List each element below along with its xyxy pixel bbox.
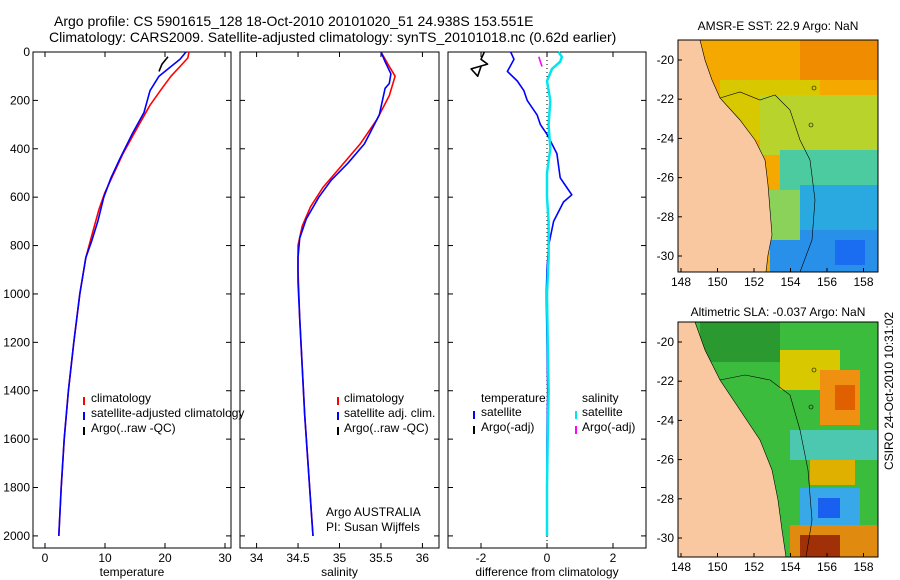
y-tick-label: 400 <box>10 142 30 156</box>
y-tick-label: 600 <box>10 190 30 204</box>
map-y-tick-label: -24 <box>657 131 675 145</box>
x-tick-label: 0 <box>544 551 551 565</box>
profile-panel-2: 34 34.5 35 35.5 36 salinity <box>239 51 440 579</box>
x-tick-label: 35.5 <box>369 551 393 565</box>
map-y-tick-label: -26 <box>657 171 675 185</box>
map-y-tick-label: -20 <box>657 53 675 67</box>
legend-sal-satellite: satellite <box>582 405 623 419</box>
sst-map-title: AMSR-E SST: 22.9 Argo: NaN <box>698 19 859 33</box>
legend-satellite-adj-clim: satellite adj. clim. <box>344 406 435 420</box>
sla-map <box>677 321 879 558</box>
map-x-tick-label: 148 <box>671 275 691 289</box>
legend-climatology: climatology <box>91 391 151 405</box>
series-line-salinity-argo-adj- <box>538 56 543 67</box>
legend-satellite-adjusted: satellite-adjusted climatology <box>91 406 244 420</box>
map-axes-1: 148 150 152 154 156 158 -20 -22 -24 -26 -28 -30 <box>657 53 874 289</box>
x-axis-label: temperature <box>100 565 165 579</box>
y-tick-label: 200 <box>10 93 30 107</box>
series-line-salinity-satellite <box>545 51 564 536</box>
map-x-tick-label: 150 <box>707 275 727 289</box>
series-line-temperature-argo-adj- <box>470 51 489 77</box>
x-tick-label: 2 <box>610 551 617 565</box>
series-line-temperature-satellite <box>506 51 573 536</box>
x-tick-label: 0 <box>42 551 49 565</box>
map-y-tick-label: -22 <box>657 374 675 388</box>
float-owner: Argo AUSTRALIA <box>326 505 421 519</box>
x-axis-label: difference from climatology <box>475 565 618 579</box>
map-y-tick-label: -30 <box>657 531 675 545</box>
map-y-tick-label: -20 <box>657 335 675 349</box>
map-x-tick-label: 156 <box>817 560 837 574</box>
legend-argo: Argo(..raw -QC) <box>344 421 429 435</box>
map-x-tick-label: 150 <box>707 560 727 574</box>
map-x-tick-label: 158 <box>853 560 873 574</box>
x-axis-label: salinity <box>321 565 358 579</box>
y-tick-label: 0 <box>23 45 30 59</box>
pi-name: PI: Susan Wijffels <box>326 520 420 534</box>
map-y-tick-label: -30 <box>657 249 675 263</box>
y-tick-label: 1000 <box>3 287 30 301</box>
map-y-tick-label: -24 <box>657 413 675 427</box>
map-x-tick-label: 152 <box>744 560 764 574</box>
legend-temp-argo: Argo(-adj) <box>481 420 534 434</box>
series-line-satellite-adj-clim- <box>297 51 392 536</box>
figure-title-line2: Climatology: CARS2009. Satellite-adjuste… <box>49 29 617 45</box>
map-x-tick-label: 154 <box>780 275 800 289</box>
legend-sal-header: salinity <box>582 391 619 405</box>
map-y-tick-label: -26 <box>657 453 675 467</box>
series-line-argo-raw-qc- <box>158 56 169 72</box>
y-tick-label: 800 <box>10 239 30 253</box>
y-tick-label: 2000 <box>3 529 30 543</box>
axes-frame <box>239 51 440 549</box>
x-tick-label: 34 <box>250 551 264 565</box>
sla-map-title: Altimetric SLA: -0.037 Argo: NaN <box>691 305 866 319</box>
x-tick-label: 35 <box>333 551 347 565</box>
legend-temp-satellite: satellite <box>481 405 522 419</box>
sst-map <box>677 39 879 273</box>
y-tick-label: 1800 <box>3 481 30 495</box>
series-line-climatology <box>297 51 396 536</box>
map-x-tick-label: 158 <box>853 275 873 289</box>
map-y-tick-label: -22 <box>657 92 675 106</box>
axes-frame <box>32 51 232 549</box>
figure-title-line1: Argo profile: CS 5901615_128 18-Oct-2010… <box>54 13 534 29</box>
legend-swatches <box>83 397 577 435</box>
legend-climatology: climatology <box>344 391 404 405</box>
x-tick-label: -2 <box>476 551 487 565</box>
timestamp-stamp: CSIRO 24-Oct-2010 10:31:02 <box>882 312 896 470</box>
y-tick-label: 1400 <box>3 384 30 398</box>
x-tick-label: 36 <box>416 551 430 565</box>
map-axes-2: 148 150 152 154 156 158 -20 -22 -24 -26 -28 -30 <box>657 335 874 574</box>
map-y-tick-label: -28 <box>657 492 675 506</box>
series-line-climatology <box>58 51 190 536</box>
legend-temp-header: temperature <box>481 391 546 405</box>
map-x-tick-label: 152 <box>744 275 764 289</box>
y-tick-label: 1600 <box>3 432 30 446</box>
legend-sal-argo: Argo(-adj) <box>582 420 635 434</box>
x-tick-label: 20 <box>158 551 172 565</box>
profile-panel-1: 0 10 20 30 0 200 400 600 800 1000 1200 1400 1600 1800… <box>3 45 232 579</box>
map-x-tick-label: 156 <box>817 275 837 289</box>
legend-argo: Argo(..raw -QC) <box>91 421 176 435</box>
map-x-tick-label: 148 <box>671 560 691 574</box>
map-y-tick-label: -28 <box>657 210 675 224</box>
series-line-satellite-adjusted-climatology <box>58 51 187 536</box>
x-tick-label: 34.5 <box>286 551 310 565</box>
x-tick-label: 30 <box>218 551 232 565</box>
y-tick-label: 1200 <box>3 335 30 349</box>
map-x-tick-label: 154 <box>780 560 800 574</box>
x-tick-label: 10 <box>98 551 112 565</box>
